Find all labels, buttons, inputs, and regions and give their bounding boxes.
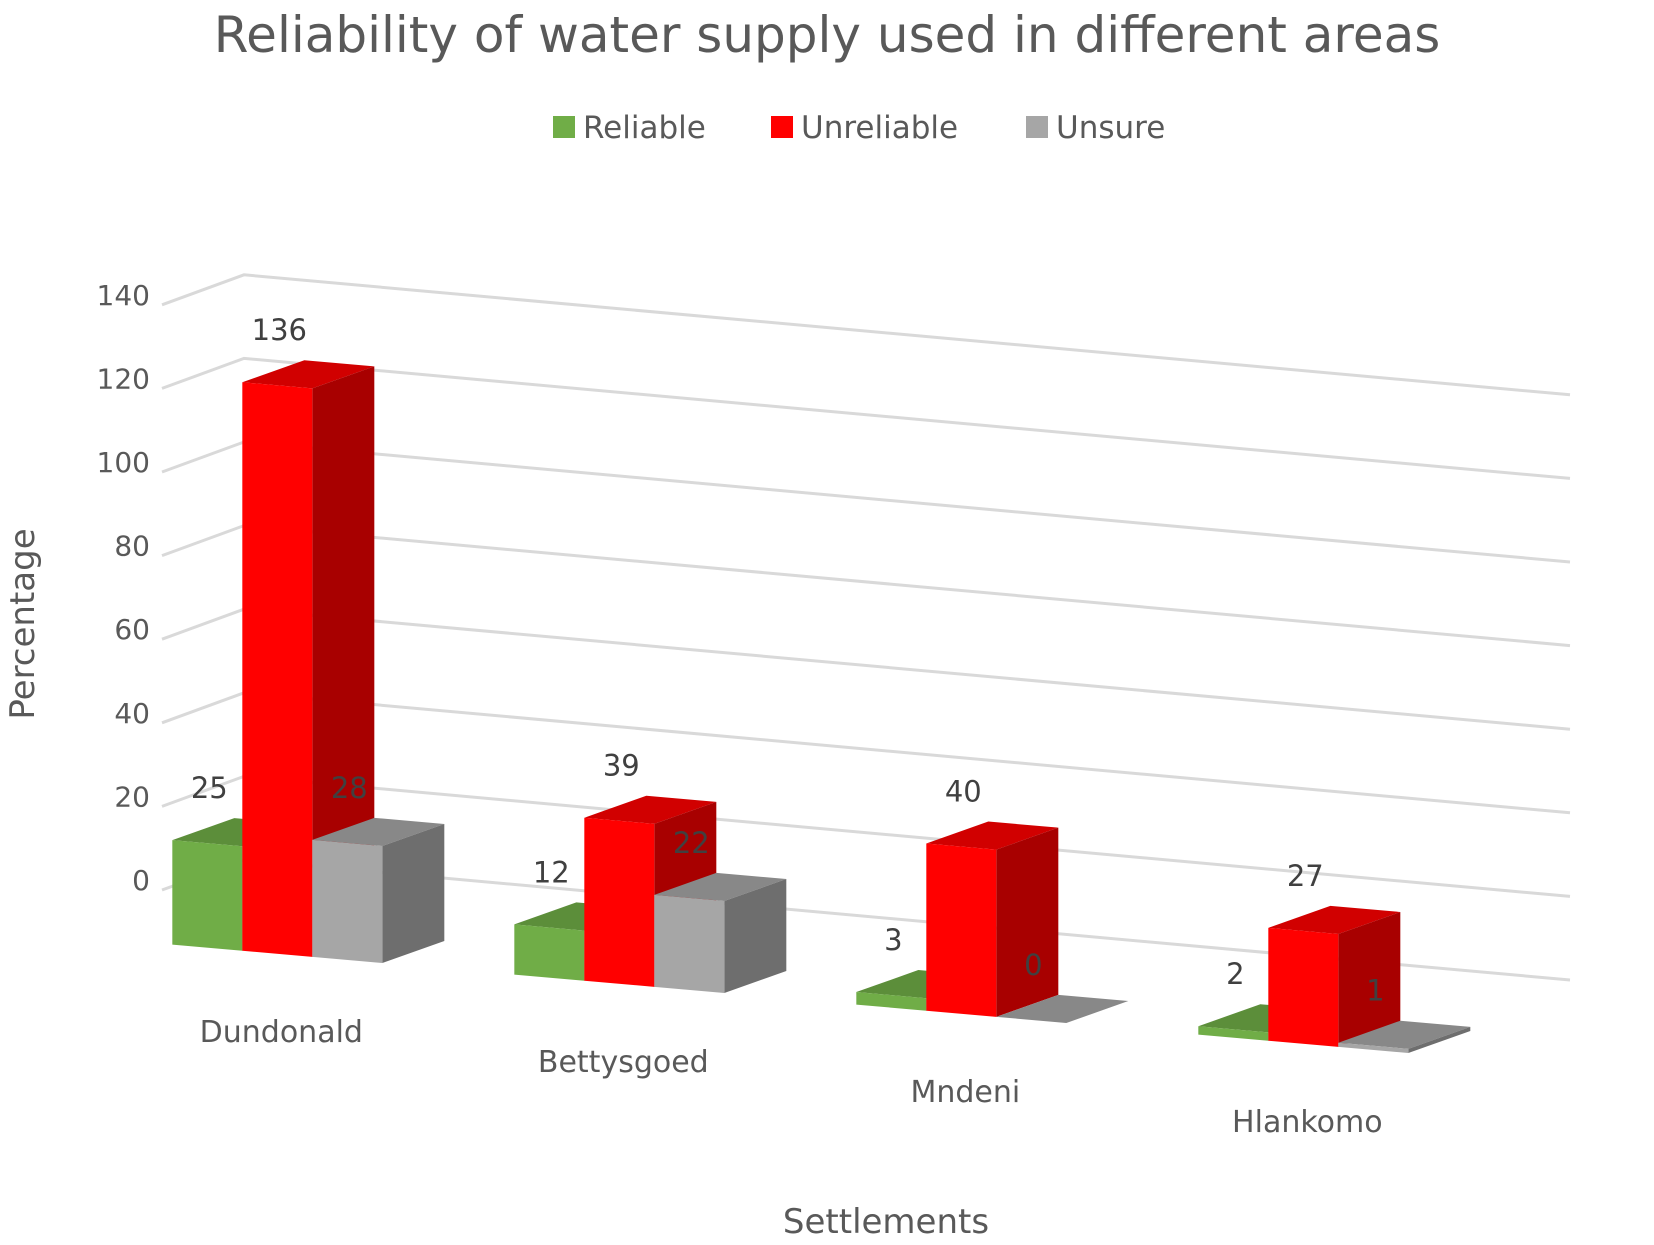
- legend-swatch-unreliable: [771, 116, 793, 138]
- y-tick-label: 80: [114, 530, 150, 563]
- bar-front: [514, 924, 585, 981]
- category-label: Dundonald: [200, 1015, 363, 1050]
- bar-top: [654, 872, 787, 902]
- bar-front: [312, 839, 383, 964]
- bar-front: [1198, 1026, 1269, 1041]
- data-label: 3: [884, 923, 902, 957]
- category-label: Mndeni: [910, 1075, 1020, 1110]
- bar-mndeni-unsure: 0: [996, 948, 1129, 1024]
- legend-swatch-unsure: [1026, 116, 1048, 138]
- data-label: 12: [533, 855, 570, 889]
- chart-title: Reliability of water supply used in diff…: [214, 6, 1441, 64]
- y-tick-label: 60: [114, 613, 150, 646]
- bar-top: [242, 360, 375, 389]
- data-label: 28: [331, 771, 368, 805]
- bar-top: [1268, 905, 1401, 935]
- bar-front: [242, 382, 313, 957]
- bars: 25 136 28 12 39 22 3 40 0 2 27 1: [172, 313, 1471, 1054]
- gridline-140: [161, 273, 1571, 397]
- bar-side: [382, 823, 445, 964]
- bar-side: [724, 879, 787, 994]
- y-tick-label: 120: [97, 362, 150, 395]
- bar-front: [926, 843, 997, 1017]
- bar-top: [312, 817, 445, 846]
- data-label: 0: [1024, 948, 1042, 982]
- x-axis-categories: Dundonald Bettysgoed Mndeni Hlankomo: [200, 1015, 1383, 1140]
- legend-swatch-reliable: [553, 116, 575, 138]
- bar-front: [1268, 927, 1339, 1047]
- y-tick-label: 40: [114, 697, 150, 730]
- bar-front: [654, 894, 725, 994]
- bar-front: [172, 840, 243, 951]
- bar-top: [1338, 1020, 1471, 1049]
- data-label: 136: [252, 313, 307, 347]
- bar-top: [996, 994, 1129, 1024]
- data-label: 1: [1366, 974, 1384, 1008]
- gridline-120: [161, 356, 1571, 480]
- y-axis-title: Percentage: [3, 528, 43, 719]
- bar-hlankomo-unreliable: 27: [1268, 859, 1401, 1047]
- legend-label-unsure: Unsure: [1056, 110, 1165, 146]
- data-label: 27: [1287, 859, 1324, 893]
- bar-front: [584, 817, 655, 987]
- bar-side: [996, 827, 1059, 1017]
- y-tick-label: 0: [132, 864, 150, 897]
- bar-dundonald-unreliable: 136: [242, 313, 375, 957]
- legend-label-reliable: Reliable: [583, 110, 706, 146]
- bar-hlankomo-unsure: 1: [1338, 974, 1471, 1054]
- data-label: 2: [1226, 957, 1244, 991]
- x-axis-title: Settlements: [783, 1202, 989, 1242]
- category-label: Bettysgoed: [538, 1045, 709, 1080]
- legend-label-unreliable: Unreliable: [801, 110, 958, 146]
- bar-front: [856, 992, 927, 1011]
- bar-front: [1338, 1042, 1409, 1054]
- y-axis-ticks: 0 20 40 60 80 100 120 140: [97, 279, 150, 897]
- y-tick-label: 140: [97, 279, 150, 312]
- data-label: 39: [603, 749, 640, 783]
- y-tick-label: 100: [97, 446, 150, 479]
- bar-dundonald-unsure: 28: [312, 771, 445, 964]
- category-label: Hlankomo: [1232, 1105, 1383, 1140]
- y-tick-label: 20: [114, 780, 150, 813]
- bar-side: [1338, 912, 1401, 1047]
- bar-side: [312, 366, 375, 957]
- data-label: 22: [673, 826, 710, 860]
- bar-bettysgoed-unsure: 22: [654, 826, 787, 994]
- data-label: 40: [945, 775, 982, 809]
- bar-mndeni-unreliable: 40: [926, 775, 1059, 1017]
- bar-top: [926, 821, 1059, 850]
- data-label: 25: [191, 771, 228, 805]
- bar-top: [584, 795, 717, 824]
- legend: Reliable Unreliable Unsure: [553, 110, 1165, 146]
- bar-side: [1408, 1026, 1471, 1054]
